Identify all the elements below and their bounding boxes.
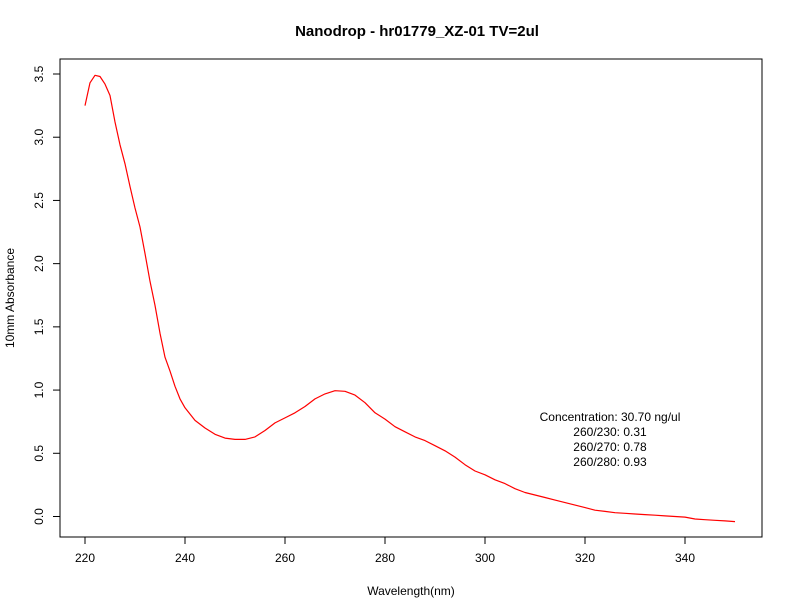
y-tick-label: 2.5: [32, 192, 46, 209]
annotation-ratio-260-270: 260/270: 0.78: [573, 440, 647, 454]
y-tick-label: 0.0: [32, 508, 46, 525]
series-layer: [84, 74, 736, 523]
y-axis: 0.0 0.5 1.0 1.5 2.0 2.5 3.0 3.5: [32, 65, 61, 525]
x-tick-label: 280: [375, 551, 395, 565]
x-axis: 220 240 260 280 300 320 340: [75, 536, 695, 565]
y-tick-label: 1.0: [32, 381, 46, 398]
y-tick-label: 2.0: [32, 255, 46, 272]
x-tick-label: 240: [175, 551, 195, 565]
y-tick-label: 3.5: [32, 65, 46, 82]
annotation-ratio-260-280: 260/280: 0.93: [573, 455, 647, 469]
annotation-ratio-260-230: 260/230: 0.31: [573, 425, 647, 439]
y-tick-label: 3.0: [32, 129, 46, 146]
x-tick-label: 220: [75, 551, 95, 565]
x-tick-label: 340: [675, 551, 695, 565]
absorbance-series-line: [84, 74, 736, 523]
x-tick-label: 260: [275, 551, 295, 565]
annotation-concentration: Concentration: 30.70 ng/ul: [540, 410, 681, 424]
x-tick-label: 300: [475, 551, 495, 565]
chart-title: Nanodrop - hr01779_XZ-01 TV=2ul: [295, 23, 539, 40]
x-tick-label: 320: [575, 551, 595, 565]
y-tick-label: 1.5: [32, 318, 46, 335]
stats-annotation: Concentration: 30.70 ng/ul 260/230: 0.31…: [540, 410, 681, 469]
y-axis-label: 10mm Absorbance: [3, 248, 17, 348]
x-axis-label: Wavelength(nm): [367, 584, 455, 598]
y-tick-label: 0.5: [32, 445, 46, 462]
